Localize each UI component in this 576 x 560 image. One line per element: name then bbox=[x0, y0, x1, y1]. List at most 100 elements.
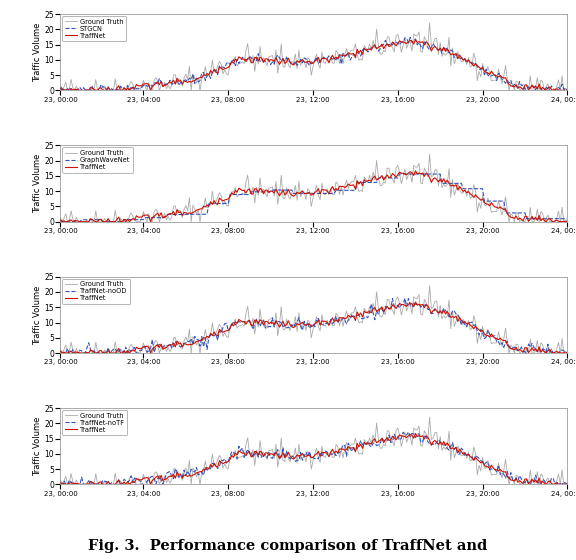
TraffNet bbox=[103, 481, 110, 488]
Text: Fig. 3.  Performance comparison of TraffNet and: Fig. 3. Performance comparison of TraffN… bbox=[88, 539, 488, 553]
Y-axis label: Traffic Volume: Traffic Volume bbox=[33, 417, 42, 476]
TraffNet-noOD bbox=[313, 316, 320, 323]
GraphWaveNet bbox=[564, 216, 571, 222]
TraffNet bbox=[103, 349, 110, 356]
TraffNet bbox=[62, 218, 69, 225]
TraffNet bbox=[486, 465, 493, 472]
Legend: Ground Truth, STGCN, TraffNet: Ground Truth, STGCN, TraffNet bbox=[62, 16, 126, 41]
TraffNet bbox=[523, 213, 530, 220]
GraphWaveNet bbox=[506, 209, 513, 216]
Ground Truth bbox=[315, 323, 322, 330]
TraffNet-noTF bbox=[564, 481, 571, 488]
TraffNet bbox=[315, 448, 322, 455]
STGCN bbox=[103, 87, 110, 94]
STGCN bbox=[60, 87, 67, 94]
STGCN bbox=[495, 70, 502, 77]
STGCN bbox=[315, 60, 322, 67]
Ground Truth bbox=[426, 282, 433, 289]
Ground Truth bbox=[59, 218, 66, 225]
Ground Truth bbox=[486, 69, 493, 76]
TraffNet bbox=[486, 334, 493, 340]
Line: GraphWaveNet: GraphWaveNet bbox=[60, 174, 567, 222]
Legend: Ground Truth, TraffNet-noTF, TraffNet: Ground Truth, TraffNet-noTF, TraffNet bbox=[62, 410, 127, 435]
Ground Truth bbox=[486, 463, 493, 470]
Ground Truth bbox=[426, 414, 433, 421]
Ground Truth bbox=[486, 200, 493, 207]
TraffNet bbox=[564, 218, 571, 225]
Ground Truth bbox=[507, 211, 514, 217]
GraphWaveNet bbox=[493, 198, 500, 204]
TraffNet bbox=[507, 346, 514, 352]
TraffNet bbox=[507, 82, 514, 89]
Line: TraffNet-noTF: TraffNet-noTF bbox=[60, 432, 567, 484]
Ground Truth bbox=[495, 460, 502, 466]
STGCN bbox=[507, 77, 514, 84]
Ground Truth bbox=[507, 473, 514, 480]
Line: TraffNet: TraffNet bbox=[60, 39, 567, 90]
Line: TraffNet: TraffNet bbox=[60, 171, 567, 222]
TraffNet bbox=[103, 218, 110, 225]
STGCN bbox=[564, 87, 571, 94]
TraffNet bbox=[412, 430, 419, 437]
Ground Truth bbox=[57, 214, 64, 221]
TraffNet bbox=[315, 54, 322, 60]
GraphWaveNet bbox=[521, 209, 528, 216]
GraphWaveNet bbox=[101, 218, 108, 225]
TraffNet bbox=[523, 476, 530, 483]
Ground Truth bbox=[59, 349, 66, 356]
TraffNet-noTF bbox=[101, 478, 108, 485]
TraffNet bbox=[412, 299, 419, 306]
GraphWaveNet bbox=[396, 171, 403, 178]
Ground Truth bbox=[315, 60, 322, 67]
TraffNet bbox=[412, 167, 419, 174]
Ground Truth bbox=[523, 213, 530, 220]
TraffNet bbox=[495, 468, 502, 474]
TraffNet bbox=[57, 348, 64, 354]
Ground Truth bbox=[59, 87, 66, 94]
Ground Truth bbox=[523, 475, 530, 482]
TraffNet bbox=[495, 73, 502, 80]
TraffNet bbox=[523, 82, 530, 88]
Ground Truth bbox=[57, 477, 64, 484]
Line: Ground Truth: Ground Truth bbox=[60, 155, 567, 222]
Line: Ground Truth: Ground Truth bbox=[60, 286, 567, 353]
TraffNet bbox=[495, 205, 502, 212]
TraffNet bbox=[564, 349, 571, 356]
TraffNet bbox=[412, 36, 419, 43]
Ground Truth bbox=[103, 349, 110, 356]
Ground Truth bbox=[507, 342, 514, 348]
TraffNet-noTF bbox=[506, 475, 513, 482]
GraphWaveNet bbox=[57, 218, 64, 225]
Ground Truth bbox=[486, 332, 493, 338]
Ground Truth bbox=[315, 192, 322, 198]
TraffNet bbox=[507, 214, 514, 221]
TraffNet-noOD bbox=[521, 348, 528, 355]
Line: Ground Truth: Ground Truth bbox=[60, 417, 567, 484]
TraffNet-noOD bbox=[101, 349, 108, 356]
Y-axis label: Traffic Volume: Traffic Volume bbox=[33, 154, 42, 213]
TraffNet bbox=[315, 317, 322, 324]
TraffNet-noOD bbox=[493, 339, 500, 346]
TraffNet bbox=[62, 349, 69, 356]
TraffNet bbox=[57, 479, 64, 486]
TraffNet-noOD bbox=[401, 295, 408, 302]
TraffNet bbox=[564, 86, 571, 93]
Legend: Ground Truth, GraphWaveNet, TraffNet: Ground Truth, GraphWaveNet, TraffNet bbox=[62, 147, 133, 172]
Ground Truth bbox=[564, 218, 571, 225]
Ground Truth bbox=[507, 79, 514, 86]
TraffNet bbox=[523, 344, 530, 351]
Ground Truth bbox=[57, 346, 64, 352]
Ground Truth bbox=[523, 344, 530, 351]
Ground Truth bbox=[495, 66, 502, 72]
STGCN bbox=[486, 73, 493, 80]
Ground Truth bbox=[426, 20, 433, 26]
TraffNet-noTF bbox=[313, 454, 320, 461]
Ground Truth bbox=[564, 87, 571, 94]
Ground Truth bbox=[103, 87, 110, 94]
TraffNet bbox=[62, 87, 69, 94]
Ground Truth bbox=[59, 481, 66, 488]
Ground Truth bbox=[103, 481, 110, 488]
TraffNet bbox=[315, 185, 322, 192]
Ground Truth bbox=[315, 454, 322, 461]
TraffNet-noTF bbox=[57, 481, 64, 488]
